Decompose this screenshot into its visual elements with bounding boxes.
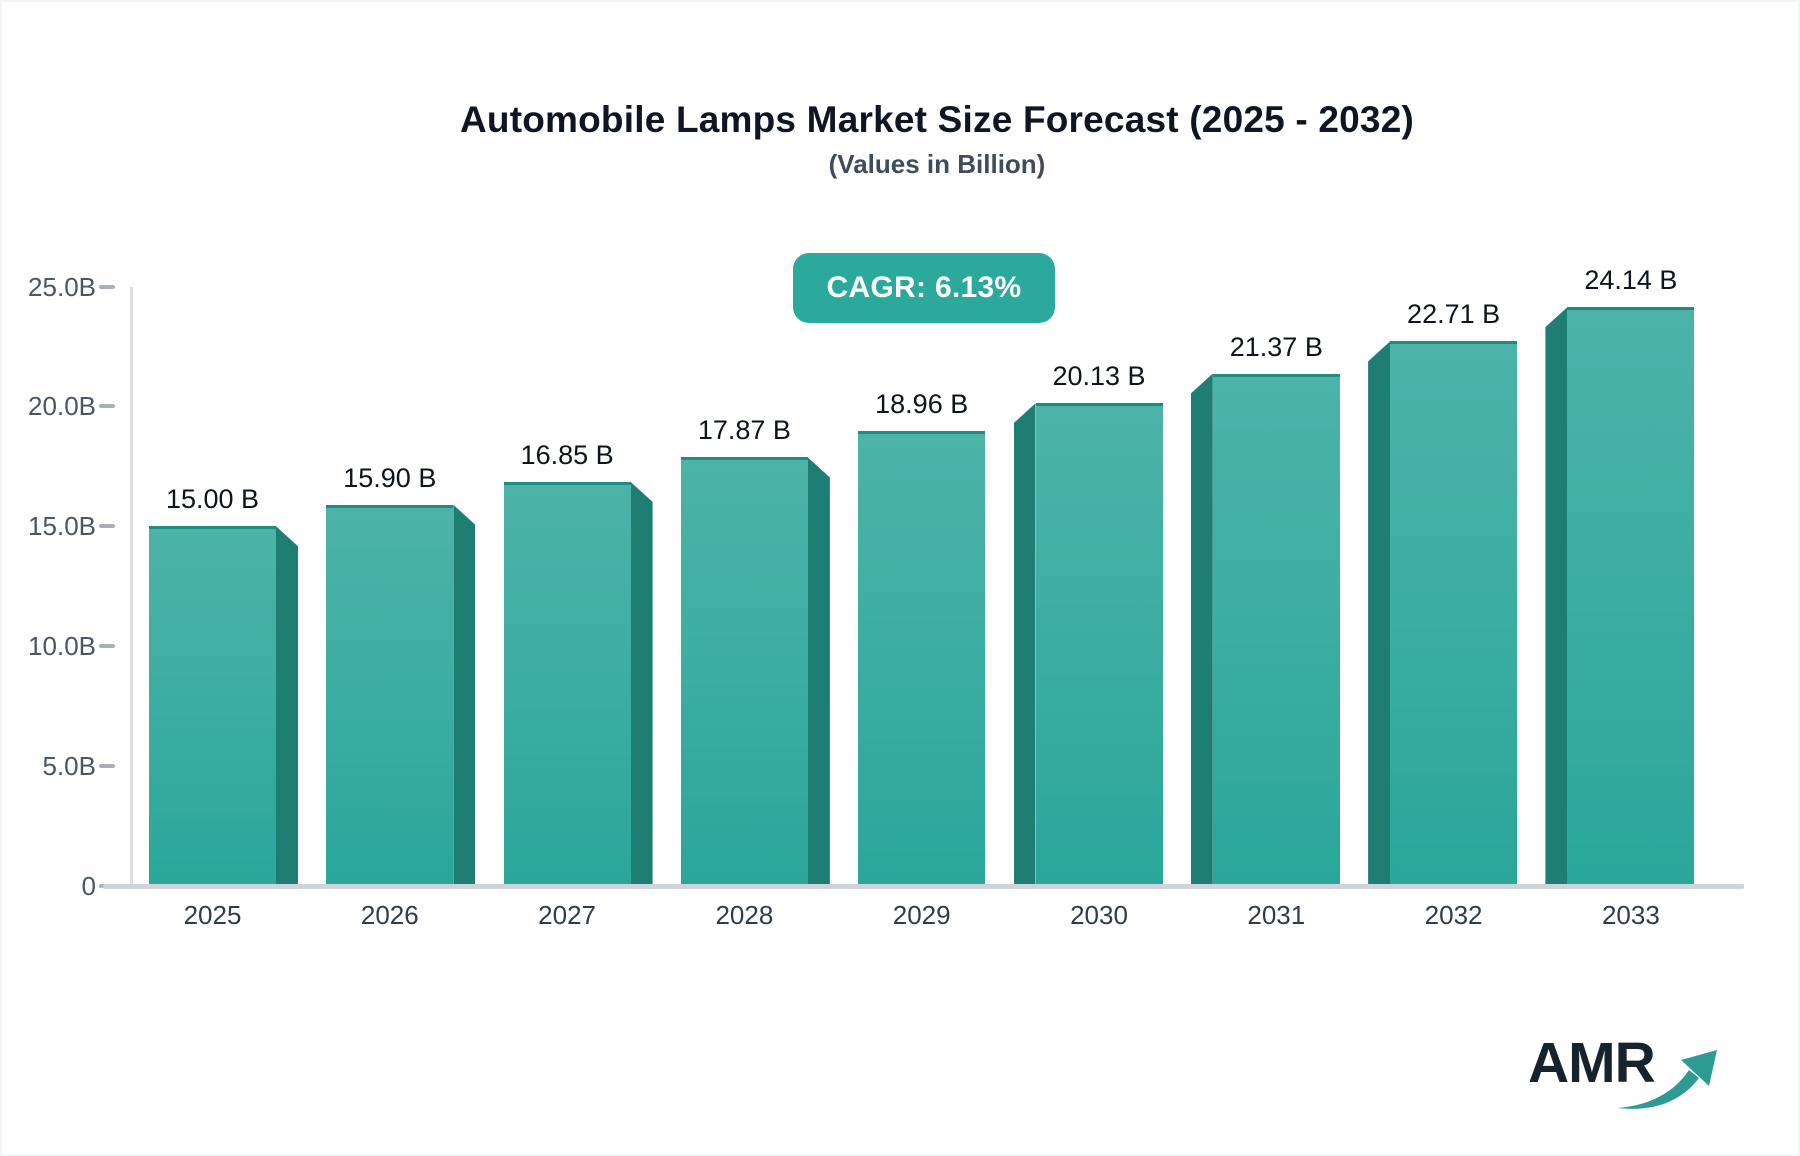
y-axis-tick xyxy=(99,644,115,649)
bar-2033 xyxy=(1545,307,1695,886)
x-axis-label: 2029 xyxy=(892,900,951,930)
y-axis-tick-label: 20.0B xyxy=(28,391,96,422)
bar-face-2029 xyxy=(858,431,986,886)
y-axis-tick xyxy=(99,404,115,409)
amr-logo: AMR xyxy=(1528,1032,1718,1122)
page-title: Automobile Lamps Market Size Forecast (2… xyxy=(459,99,1415,140)
y-axis-tick-label: 0 xyxy=(81,871,96,901)
chart-subtitle: (Values in Billion) xyxy=(828,149,1046,179)
x-axis-label: 2033 xyxy=(1601,900,1660,930)
x-axis-label: 2030 xyxy=(1070,900,1128,930)
y-axis-tick xyxy=(99,284,115,289)
bar-value-label: 20.13 B xyxy=(1052,361,1146,392)
y-axis-tick-label: 25.0B xyxy=(28,271,96,302)
bar-2031 xyxy=(1190,373,1340,886)
x-axis-label: 2028 xyxy=(715,900,774,930)
bar-value-label: 15.90 B xyxy=(343,462,437,493)
bar-2027 xyxy=(503,481,653,886)
bar-value-label: 24.14 B xyxy=(1584,265,1678,296)
bar-value-label: 16.85 B xyxy=(520,439,614,470)
y-axis-tick-label: 10.0B xyxy=(28,631,96,662)
bar-face-2033 xyxy=(1567,307,1695,886)
bar-side-face-2030 xyxy=(1013,403,1036,886)
x-axis-label: 2032 xyxy=(1424,900,1483,930)
bar-value-label: 17.87 B xyxy=(697,415,791,446)
x-axis-label: 2031 xyxy=(1247,900,1306,930)
x-axis-label: 2026 xyxy=(360,900,419,930)
bar-side-face-2025 xyxy=(276,526,298,886)
x-axis-label: 2025 xyxy=(183,900,242,930)
bar-side-face-2031 xyxy=(1190,373,1213,886)
y-axis-tick xyxy=(99,524,115,529)
y-axis-tick-label: 15.0B xyxy=(28,511,96,542)
y-axis-tick xyxy=(99,764,115,769)
bar-face-2032 xyxy=(1390,341,1518,886)
bar-2032 xyxy=(1368,341,1518,886)
cagr-badge: CAGR: 6.13% xyxy=(793,253,1055,323)
y-axis-line xyxy=(130,286,133,886)
bar-value-label: 21.37 B xyxy=(1229,331,1323,362)
bar-value-label: 22.71 B xyxy=(1407,299,1501,330)
amr-logo-text: AMR xyxy=(1528,1031,1656,1095)
bar-2025 xyxy=(149,526,298,886)
bar-face-2030 xyxy=(1035,403,1163,886)
x-axis-label: 2027 xyxy=(538,900,597,930)
bar-side-face-2027 xyxy=(630,481,653,886)
bar-face-2025 xyxy=(149,526,276,886)
bar-side-face-2026 xyxy=(453,504,476,886)
bar-value-label: 18.96 B xyxy=(875,389,969,420)
bar-side-face-2032 xyxy=(1368,341,1391,886)
bar-2028 xyxy=(680,457,830,886)
bar-value-label: 15.00 B xyxy=(165,484,260,515)
bar-face-2027 xyxy=(503,481,631,886)
bar-2030 xyxy=(1013,403,1163,886)
bar-face-2026 xyxy=(326,504,454,886)
bar-side-face-2033 xyxy=(1545,307,1568,886)
bar-2029 xyxy=(858,431,986,886)
bar-side-face-2028 xyxy=(807,457,830,886)
x-axis-line xyxy=(103,884,1744,889)
bar-face-2028 xyxy=(680,457,808,886)
bar-face-2031 xyxy=(1212,373,1340,886)
bar-2026 xyxy=(326,504,476,886)
growth-arrow-icon xyxy=(1617,1050,1717,1109)
y-axis-tick-label: 5.0B xyxy=(42,751,97,782)
